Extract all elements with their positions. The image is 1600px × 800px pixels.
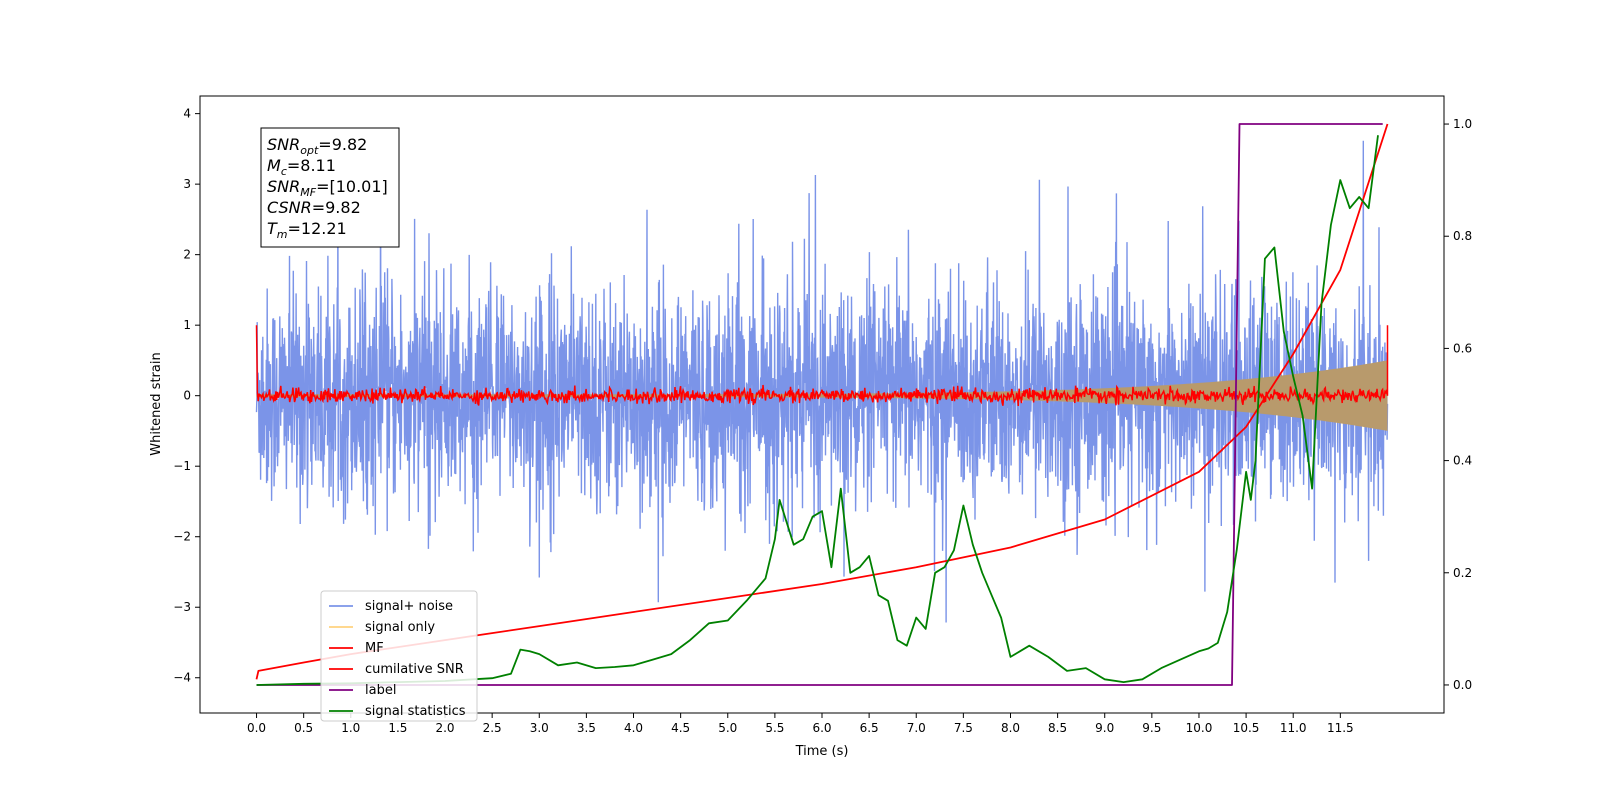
annotation-box-frame <box>260 127 400 248</box>
series-signal-only <box>256 360 1388 431</box>
annotation-value: =12.21 <box>288 219 347 238</box>
annotation-subscript: MF <box>300 186 316 199</box>
legend-items: signal+ noise signal only MF cumilative SNR… <box>329 599 466 719</box>
x-tick-label: 2.5 <box>483 721 502 735</box>
y-left-tick-label: −4 <box>173 671 191 685</box>
y-left-tick-label: 2 <box>183 248 191 262</box>
x-tick-label: 11.5 <box>1327 721 1354 735</box>
x-axis-label: Time (s) <box>795 744 849 759</box>
x-tick-label: 1.0 <box>341 721 360 735</box>
y-left-tick-label: −1 <box>173 459 191 473</box>
annotation-subscript: c <box>281 165 287 178</box>
y-left-tick-label: 4 <box>183 107 191 121</box>
y-left-tick-label: −3 <box>173 600 191 614</box>
y-right-tick-label: 0.8 <box>1453 229 1472 243</box>
x-tick-label: 0.5 <box>294 721 313 735</box>
annotation-symbol: M <box>267 156 281 175</box>
y-right-tick-label: 1.0 <box>1453 117 1472 131</box>
annotation-text: SNRopt=9.82 Mc=8.11 SNRMF=[10.01] CSNR=9.82… <box>267 135 388 241</box>
x-tick-label: 5.0 <box>718 721 737 735</box>
y-left-tick-label: 1 <box>183 318 191 332</box>
y-axis-right: 0.0 0.2 0.4 0.6 0.8 1.0 <box>1444 117 1472 692</box>
x-tick-label: 6.0 <box>812 721 831 735</box>
x-tick-label: 7.5 <box>954 721 973 735</box>
legend-label: signal statistics <box>365 704 466 719</box>
y-left-tick-label: 0 <box>183 389 191 403</box>
x-tick-label: 4.5 <box>671 721 690 735</box>
series-label <box>256 123 1383 686</box>
annotation-symbol: CSNR <box>267 198 312 217</box>
y-right-tick-label: 0.4 <box>1453 454 1472 468</box>
annotation-subscript: opt <box>300 144 319 157</box>
annotation-value: =9.82 <box>318 135 367 154</box>
y-left-tick-label: 3 <box>183 177 191 191</box>
x-tick-label: 3.5 <box>577 721 596 735</box>
series-mf <box>255 325 1389 407</box>
x-tick-label: 5.5 <box>765 721 784 735</box>
x-tick-label: 3.0 <box>530 721 549 735</box>
x-tick-label: 11.0 <box>1280 721 1307 735</box>
y-right-tick-label: 0.0 <box>1453 678 1472 692</box>
x-tick-label: 10.5 <box>1233 721 1260 735</box>
y-left-tick-label: −2 <box>173 530 191 544</box>
legend-label: signal+ noise <box>365 599 453 614</box>
annotation-subscript: m <box>277 228 288 241</box>
y-axis-left: −4 −3 −2 −1 0 1 2 3 4 <box>173 107 200 685</box>
stats-annotation-box: SNRopt=9.82 Mc=8.11 SNRMF=[10.01] CSNR=9.82… <box>260 127 400 248</box>
annotation-symbol: SNR <box>267 177 300 196</box>
x-tick-label: 4.0 <box>624 721 643 735</box>
x-tick-label: 8.5 <box>1048 721 1067 735</box>
y-axis-label: Whitened strain <box>149 352 164 455</box>
x-tick-label: 2.0 <box>435 721 454 735</box>
annotation-symbol: T <box>267 219 278 238</box>
x-tick-label: 1.5 <box>388 721 407 735</box>
annotation-value: =[10.01] <box>316 177 388 196</box>
legend-label: MF <box>365 641 384 656</box>
x-tick-label: 0.0 <box>247 721 266 735</box>
x-axis: 0.0 0.5 1.0 1.5 2.0 2.5 3.0 3.5 4.0 4.5 5.0 5.5 6.0 6… <box>247 713 1354 735</box>
x-tick-label: 9.0 <box>1095 721 1114 735</box>
x-tick-label: 8.0 <box>1001 721 1020 735</box>
annotation-symbol: SNR <box>267 135 300 154</box>
series-signal-statistics <box>256 135 1379 686</box>
x-tick-label: 10.0 <box>1186 721 1213 735</box>
legend-frame <box>320 590 478 722</box>
legend-label: label <box>365 683 396 698</box>
legend-label: cumilative SNR <box>365 662 464 677</box>
x-tick-label: 7.0 <box>907 721 926 735</box>
x-tick-label: 9.5 <box>1142 721 1161 735</box>
annotation-value: =9.82 <box>312 198 361 217</box>
y-right-tick-label: 0.6 <box>1453 341 1472 355</box>
legend: signal+ noise signal only MF cumilative SNR… <box>320 590 478 722</box>
y-right-tick-label: 0.2 <box>1453 566 1472 580</box>
x-tick-label: 6.5 <box>860 721 879 735</box>
legend-label: signal only <box>365 620 435 635</box>
annotation-value: =8.11 <box>287 156 336 175</box>
